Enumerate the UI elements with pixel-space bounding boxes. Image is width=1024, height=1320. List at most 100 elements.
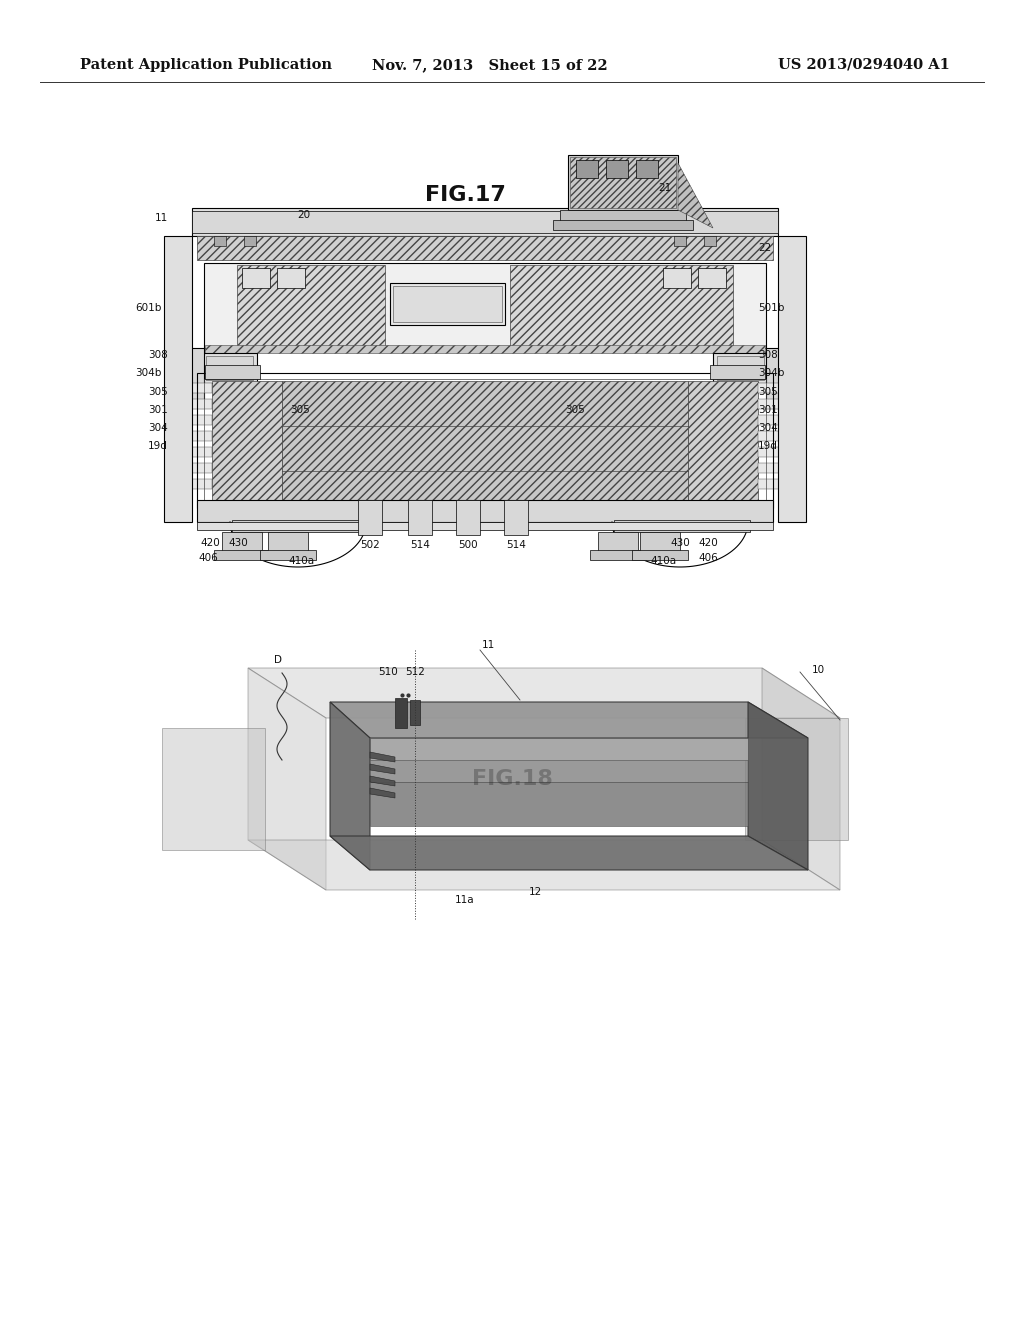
Bar [393, 286, 502, 322]
Bar [278, 268, 305, 288]
Text: 601b: 601b [135, 304, 162, 313]
Bar [204, 379, 766, 502]
Bar [575, 160, 598, 178]
Polygon shape [570, 157, 676, 209]
Polygon shape [370, 781, 748, 826]
Polygon shape [197, 236, 773, 260]
Polygon shape [214, 236, 226, 246]
Bar [778, 236, 806, 521]
Text: 11a: 11a [456, 895, 475, 906]
Bar [713, 352, 768, 383]
Bar [214, 550, 270, 560]
Polygon shape [212, 381, 282, 500]
Bar [614, 520, 750, 532]
Text: 410a: 410a [650, 556, 676, 566]
Polygon shape [248, 668, 326, 890]
Text: 304: 304 [148, 422, 168, 433]
Text: 510: 510 [378, 667, 398, 677]
Text: 308: 308 [148, 350, 168, 360]
Bar [758, 399, 793, 409]
Text: 21: 21 [658, 183, 672, 193]
Bar [410, 700, 420, 725]
Bar [758, 463, 793, 473]
Polygon shape [688, 381, 758, 500]
Bar [268, 532, 308, 554]
Bar [187, 479, 212, 488]
Polygon shape [705, 236, 716, 246]
Polygon shape [370, 752, 395, 762]
Text: FIG.18: FIG.18 [472, 768, 552, 789]
Bar [786, 358, 806, 399]
Polygon shape [244, 236, 256, 246]
Bar [358, 500, 382, 535]
Text: 512: 512 [406, 667, 425, 677]
Polygon shape [248, 840, 840, 890]
Text: 12: 12 [528, 887, 542, 898]
Bar [663, 268, 691, 288]
Bar [187, 414, 212, 425]
Bar [204, 263, 766, 348]
Text: 20: 20 [297, 210, 310, 220]
Text: 430: 430 [670, 539, 690, 548]
Text: 308: 308 [758, 350, 778, 360]
Bar [598, 532, 638, 554]
Text: Nov. 7, 2013   Sheet 15 of 22: Nov. 7, 2013 Sheet 15 of 22 [372, 58, 608, 73]
Bar [197, 521, 773, 531]
Bar [758, 383, 793, 393]
Bar [205, 366, 260, 379]
Bar [390, 282, 505, 325]
Bar [164, 358, 184, 399]
Polygon shape [237, 265, 385, 346]
Text: 406: 406 [698, 553, 718, 564]
Polygon shape [745, 718, 848, 840]
Text: 304b: 304b [135, 368, 162, 378]
Polygon shape [330, 702, 808, 738]
Text: 305: 305 [148, 387, 168, 397]
Bar [187, 432, 212, 441]
Bar [395, 698, 407, 729]
Text: 305: 305 [290, 405, 310, 414]
Text: 22: 22 [758, 243, 771, 253]
Polygon shape [162, 729, 265, 850]
Bar [187, 399, 212, 409]
Bar [717, 356, 764, 380]
Polygon shape [674, 236, 686, 246]
Bar [758, 432, 793, 441]
Polygon shape [748, 702, 808, 870]
Polygon shape [370, 776, 395, 785]
Bar [636, 160, 658, 178]
Polygon shape [510, 265, 733, 346]
Text: 420: 420 [698, 539, 718, 548]
Text: Patent Application Publication: Patent Application Publication [80, 58, 332, 73]
Polygon shape [370, 764, 395, 774]
Polygon shape [678, 162, 713, 228]
Text: 10: 10 [812, 665, 825, 675]
Bar [710, 366, 765, 379]
Bar [640, 532, 680, 554]
Bar [590, 550, 646, 560]
Bar [197, 374, 773, 508]
Bar [553, 220, 693, 230]
Bar [232, 520, 368, 532]
Bar [193, 211, 778, 234]
Text: 420: 420 [201, 539, 220, 548]
Text: 500: 500 [458, 540, 478, 550]
Polygon shape [330, 836, 808, 870]
Polygon shape [205, 345, 765, 352]
Bar [456, 500, 480, 535]
Bar [766, 348, 798, 408]
Text: 502: 502 [360, 540, 380, 550]
Text: FIG.17: FIG.17 [426, 185, 506, 206]
Bar [758, 479, 793, 488]
Bar [187, 383, 212, 393]
Polygon shape [248, 668, 840, 718]
Polygon shape [370, 788, 395, 799]
Bar [187, 463, 212, 473]
Bar [758, 414, 793, 425]
Text: 305: 305 [565, 405, 585, 414]
Bar [504, 500, 528, 535]
Bar [606, 160, 628, 178]
Text: D: D [274, 655, 282, 665]
Bar [172, 348, 204, 408]
Text: 406: 406 [199, 553, 218, 564]
